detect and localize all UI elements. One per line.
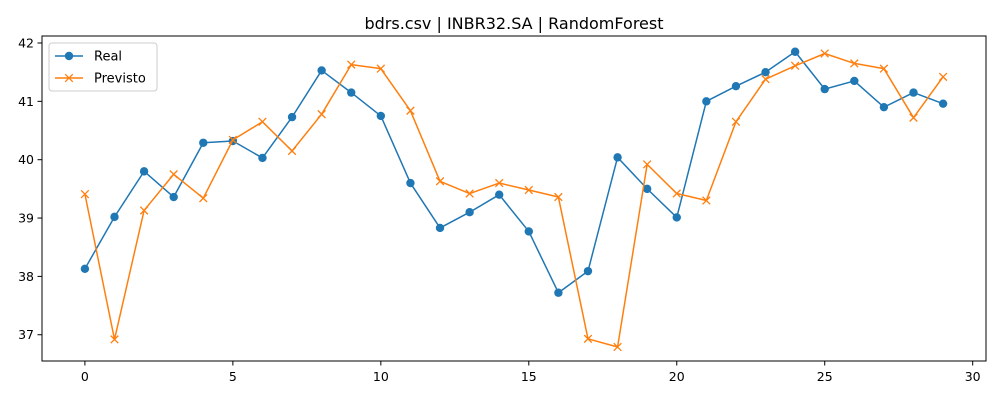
x-tick-label: 0 bbox=[81, 369, 89, 384]
data-point-real bbox=[938, 99, 948, 108]
data-point-real bbox=[583, 266, 593, 276]
data-point-previsto bbox=[317, 109, 326, 119]
data-point-previsto bbox=[850, 59, 859, 68]
data-point-previsto bbox=[258, 117, 267, 127]
data-point-real bbox=[850, 76, 859, 86]
y-tick-label: 39 bbox=[18, 211, 34, 226]
legend: Real Previsto bbox=[48, 42, 158, 92]
data-point-real bbox=[820, 84, 829, 94]
data-point-real bbox=[110, 212, 119, 222]
data-point-real bbox=[317, 66, 326, 75]
data-point-real bbox=[879, 102, 889, 112]
x-tick-label: 25 bbox=[817, 369, 833, 384]
data-point-previsto bbox=[879, 64, 889, 73]
data-point-real bbox=[554, 288, 563, 297]
x-tick-label: 5 bbox=[229, 369, 237, 384]
data-point-previsto bbox=[761, 74, 770, 84]
legend-marker-real bbox=[64, 51, 74, 61]
legend-item-real: Real bbox=[55, 50, 122, 65]
data-point-real bbox=[80, 264, 90, 274]
data-point-previsto bbox=[672, 189, 682, 198]
data-point-previsto bbox=[583, 334, 593, 344]
x-tick-label: 30 bbox=[965, 369, 981, 384]
data-point-real bbox=[435, 223, 445, 233]
data-point-previsto bbox=[287, 146, 297, 156]
data-point-real bbox=[465, 208, 474, 217]
data-point-real bbox=[702, 97, 711, 106]
data-point-previsto bbox=[642, 160, 652, 169]
data-point-real bbox=[672, 213, 681, 222]
data-point-previsto bbox=[80, 189, 90, 199]
data-point-real bbox=[406, 178, 415, 188]
data-point-previsto bbox=[524, 185, 534, 195]
data-point-real bbox=[731, 81, 741, 91]
data-point-real bbox=[761, 67, 770, 77]
data-point-previsto bbox=[465, 189, 474, 198]
y-tick-label: 40 bbox=[18, 152, 34, 167]
y-tick-label: 42 bbox=[18, 36, 34, 51]
data-point-previsto bbox=[494, 178, 504, 188]
legend-box bbox=[48, 42, 158, 92]
x-axis: 0 5 10 15 20 25 30 bbox=[81, 361, 981, 384]
data-point-previsto bbox=[169, 170, 178, 179]
data-point-previsto bbox=[790, 61, 800, 71]
data-point-real bbox=[376, 111, 386, 121]
legend-item-previsto: Previsto bbox=[55, 72, 146, 87]
data-point-real bbox=[169, 192, 178, 202]
x-tick-label: 20 bbox=[669, 369, 685, 384]
data-point-previsto bbox=[820, 49, 829, 58]
data-point-previsto bbox=[909, 113, 918, 122]
y-axis: 37 38 39 40 41 42 bbox=[18, 36, 42, 342]
legend-label-real: Real bbox=[94, 50, 122, 65]
chart-title: bdrs.csv | INBR32.SA | RandomForest bbox=[364, 14, 663, 33]
series-line-real bbox=[84, 51, 944, 294]
data-point-previsto bbox=[613, 342, 622, 352]
data-point-real bbox=[642, 184, 652, 194]
series-layer bbox=[80, 47, 948, 352]
x-tick-label: 10 bbox=[373, 369, 389, 384]
data-point-previsto bbox=[938, 72, 948, 82]
data-point-previsto bbox=[346, 60, 356, 69]
data-point-previsto bbox=[406, 106, 415, 115]
y-tick-label: 38 bbox=[18, 269, 34, 284]
data-point-previsto bbox=[731, 117, 741, 127]
data-point-real bbox=[613, 153, 622, 162]
data-point-previsto bbox=[435, 177, 445, 186]
data-point-real bbox=[139, 167, 149, 176]
series-real bbox=[80, 47, 948, 297]
plot-area bbox=[41, 35, 987, 362]
data-point-previsto bbox=[228, 135, 238, 145]
data-point-previsto bbox=[139, 206, 149, 215]
data-point-real bbox=[495, 190, 504, 199]
data-point-real bbox=[258, 153, 267, 163]
legend-label-previsto: Previsto bbox=[94, 72, 146, 87]
series-previsto bbox=[80, 49, 948, 352]
data-point-previsto bbox=[554, 192, 563, 202]
y-tick-label: 37 bbox=[18, 327, 34, 342]
data-point-real bbox=[524, 227, 533, 236]
plot-frame bbox=[41, 35, 987, 362]
legend-marker-previsto bbox=[64, 73, 74, 83]
y-tick-label: 41 bbox=[18, 94, 34, 109]
data-point-previsto bbox=[376, 64, 386, 73]
data-point-previsto bbox=[199, 193, 208, 203]
data-point-real bbox=[790, 47, 800, 56]
data-point-real bbox=[909, 88, 918, 97]
x-tick-label: 15 bbox=[521, 369, 537, 384]
series-line-previsto bbox=[84, 52, 944, 348]
data-point-previsto bbox=[110, 335, 119, 344]
data-point-real bbox=[199, 138, 208, 147]
data-point-previsto bbox=[702, 196, 711, 205]
data-point-real bbox=[347, 88, 356, 97]
data-point-real bbox=[287, 112, 297, 122]
